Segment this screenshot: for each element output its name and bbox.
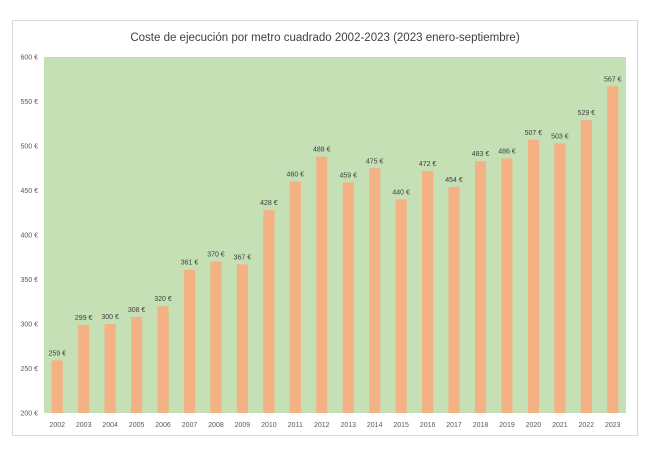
data-label: 454 €: [445, 177, 463, 184]
data-label: 259 €: [48, 350, 66, 357]
bar: [157, 306, 169, 413]
data-labels: 259 € 299 € 300 € 308 € 320 € 361 € 370 € 367 €…: [48, 76, 621, 357]
x-tick-label: 2003: [76, 422, 92, 429]
x-tick-label: 2013: [340, 422, 356, 429]
x-tick-label: 2017: [446, 422, 462, 429]
x-tick-label: 2004: [102, 422, 118, 429]
y-tick-label: 200 €: [20, 411, 38, 418]
x-tick-label: 2021: [552, 422, 568, 429]
data-label: 299 €: [75, 315, 93, 322]
x-tick-label: 2008: [208, 422, 224, 429]
bar: [78, 324, 90, 413]
x-tick-label: 2011: [288, 422, 303, 429]
bar: [580, 120, 592, 413]
data-label: 428 €: [260, 200, 278, 207]
data-label: 370 €: [207, 252, 225, 259]
data-label: 320 €: [154, 296, 172, 303]
x-tick-label: 2022: [579, 422, 595, 429]
data-label: 440 €: [392, 189, 410, 196]
bar: [236, 264, 248, 413]
bar: [289, 181, 301, 413]
data-label: 567 €: [604, 76, 622, 83]
data-label: 475 €: [366, 158, 384, 165]
data-label: 472 €: [419, 161, 437, 168]
y-tick-label: 450 €: [20, 188, 38, 195]
bar: [183, 269, 196, 413]
data-label: 361 €: [181, 260, 199, 267]
data-label: 308 €: [128, 307, 146, 314]
data-label: 486 €: [498, 148, 516, 155]
x-tick-label: 2019: [499, 422, 515, 429]
chart-title: Coste de ejecución por metro cuadrado 20…: [130, 32, 520, 44]
bar: [131, 316, 143, 413]
bar: [316, 156, 328, 413]
bar: [501, 158, 513, 413]
x-tick-label: 2016: [420, 422, 436, 429]
x-axis: 2002 2003 2004 2005 2006 2007 2008 2009 2010 2011…: [49, 422, 620, 429]
bar: [474, 161, 487, 413]
data-label: 503 €: [551, 133, 569, 140]
data-label: 300 €: [101, 314, 119, 321]
bar: [607, 86, 619, 414]
x-tick-label: 2015: [393, 422, 409, 429]
bar: [527, 139, 539, 413]
x-tick-label: 2014: [367, 422, 383, 429]
data-label: 483 €: [472, 151, 490, 158]
x-tick-label: 2007: [182, 422, 198, 429]
bar: [369, 168, 381, 413]
data-label: 460 €: [287, 172, 305, 179]
data-label: 459 €: [339, 172, 357, 179]
bar: [554, 143, 566, 413]
y-tick-label: 550 €: [20, 99, 38, 106]
x-tick-label: 2010: [261, 422, 277, 429]
x-tick-label: 2009: [235, 422, 251, 429]
x-tick-label: 2006: [155, 422, 171, 429]
x-tick-label: 2005: [129, 422, 145, 429]
y-tick-label: 300 €: [20, 322, 38, 329]
y-tick-label: 400 €: [20, 233, 38, 240]
data-label: 529 €: [578, 110, 596, 117]
y-tick-label: 500 €: [20, 144, 38, 151]
bar: [104, 324, 116, 413]
y-tick-label: 350 €: [20, 277, 38, 284]
bar: [263, 210, 275, 413]
y-tick-label: 250 €: [20, 366, 38, 373]
x-tick-label: 2002: [49, 422, 65, 429]
bar: [342, 182, 354, 413]
bar: [51, 360, 63, 413]
data-label: 488 €: [313, 147, 331, 154]
data-label: 507 €: [525, 130, 543, 137]
x-tick-label: 2018: [473, 422, 489, 429]
bar: [448, 186, 460, 413]
bar: [210, 261, 222, 413]
y-tick-label: 600 €: [20, 55, 38, 62]
x-tick-label: 2012: [314, 422, 330, 429]
bars: [51, 86, 619, 414]
y-axis: 200 € 250 € 300 € 350 € 400 € 450 € 500 € 550 €…: [20, 55, 38, 418]
data-label: 367 €: [234, 254, 252, 261]
bar: [422, 170, 434, 413]
x-tick-label: 2023: [605, 422, 621, 429]
x-tick-label: 2020: [526, 422, 542, 429]
bar: [395, 199, 407, 413]
